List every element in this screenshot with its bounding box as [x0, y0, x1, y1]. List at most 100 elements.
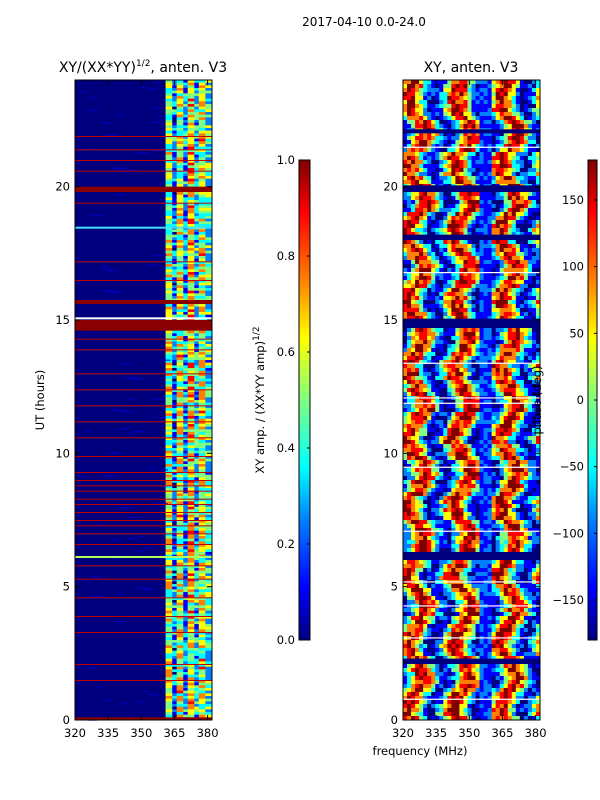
heatmap-cell	[172, 413, 177, 417]
heatmap-cell	[407, 220, 412, 225]
heatmap-cell	[475, 416, 480, 421]
heatmap-cell	[176, 277, 184, 281]
heatmap-cell	[527, 228, 533, 233]
heatmap-cell	[435, 248, 440, 253]
heatmap-cell	[527, 356, 533, 361]
heatmap-cell	[194, 648, 200, 651]
heatmap-cell	[535, 292, 541, 297]
heatmap-cell	[176, 168, 184, 171]
heatmap-cell	[447, 240, 452, 245]
heatmap-cell	[455, 336, 460, 341]
heatmap-cell	[187, 370, 195, 374]
heatmap-cell	[172, 533, 177, 537]
heatmap-cell	[176, 160, 184, 163]
heatmap-cell	[519, 80, 525, 85]
y-tick-label: 5	[63, 580, 70, 594]
heatmap-cell	[491, 140, 496, 145]
heatmap-cell	[419, 292, 424, 297]
heatmap-cell	[205, 165, 213, 169]
heatmap-cell	[198, 272, 206, 275]
heatmap-cell	[487, 264, 492, 269]
heatmap-cell	[176, 248, 184, 251]
heatmap-cell	[423, 104, 428, 109]
heatmap-cell	[176, 352, 184, 355]
heatmap-cell	[205, 602, 213, 606]
heatmap-cell	[435, 100, 440, 105]
heatmap-cell	[176, 93, 184, 97]
heatmap-cell	[198, 525, 206, 529]
heatmap-cell	[205, 341, 213, 345]
heatmap-cell	[451, 292, 456, 297]
heatmap-cell	[527, 280, 533, 285]
heatmap-cell	[499, 348, 505, 353]
heatmap-cell	[471, 332, 476, 337]
heatmap-cell	[499, 400, 505, 405]
heatmap-cell	[419, 124, 424, 129]
heatmap-cell	[455, 168, 460, 173]
heatmap-cell	[471, 344, 476, 349]
heatmap-cell	[198, 405, 206, 409]
heatmap-cell	[198, 146, 206, 150]
heatmap-cell	[194, 573, 200, 577]
heatmap-cell	[176, 272, 184, 275]
heatmap-cell	[503, 332, 509, 337]
heatmap-cell	[475, 136, 480, 141]
heatmap-cell	[176, 269, 184, 273]
heatmap-cell	[165, 597, 173, 601]
heatmap-cell	[205, 349, 213, 353]
heatmap-cell	[165, 557, 173, 561]
heatmap-cell	[176, 562, 184, 566]
heatmap-cell	[172, 653, 177, 657]
heatmap-cell	[475, 380, 480, 385]
heatmap-cell	[503, 84, 509, 89]
heatmap-cell	[507, 80, 513, 85]
heatmap-cell	[411, 292, 416, 297]
heatmap-cell	[511, 116, 517, 121]
heatmap-cell	[205, 621, 213, 625]
heatmap-cell	[423, 92, 428, 97]
heatmap-cell	[427, 372, 432, 377]
heatmap-cell	[459, 368, 464, 373]
heatmap-cell	[427, 180, 432, 185]
heatmap-cell	[467, 308, 472, 313]
heatmap-cell	[187, 624, 195, 627]
heatmap-cell	[487, 240, 492, 245]
heatmap-cell	[523, 296, 529, 301]
heatmap-cell	[527, 248, 533, 253]
heatmap-cell	[194, 432, 200, 435]
heatmap-cell	[519, 308, 525, 313]
heatmap-cell	[479, 388, 484, 393]
heatmap-cell	[431, 412, 436, 417]
heatmap-cell	[467, 340, 472, 345]
heatmap-cell	[487, 148, 492, 153]
heatmap-cell	[176, 154, 184, 158]
heatmap-cell	[463, 400, 468, 405]
heatmap-cell	[443, 368, 448, 373]
heatmap-cell	[435, 372, 440, 377]
heatmap-cell	[165, 360, 173, 363]
heatmap-cell	[407, 372, 412, 377]
heatmap-cell	[415, 380, 420, 385]
heatmap-cell	[172, 432, 177, 435]
heatmap-cell	[423, 164, 428, 169]
heatmap-cell	[423, 404, 428, 409]
heatmap-cell	[459, 80, 464, 85]
heatmap-cell	[527, 88, 533, 93]
heatmap-cell	[407, 192, 412, 197]
heatmap-cell	[419, 384, 424, 389]
heatmap-cell	[447, 80, 452, 85]
heatmap-cell	[415, 292, 420, 297]
heatmap-noise	[85, 148, 95, 150]
heatmap-cell	[423, 352, 428, 357]
heatmap-cell	[535, 392, 541, 397]
heatmap-cell	[507, 264, 513, 269]
heatmap-cell	[172, 688, 177, 691]
heatmap-cell	[205, 680, 213, 683]
heatmap-cell	[194, 442, 200, 446]
heatmap-cell	[194, 296, 200, 299]
heatmap-cell	[499, 124, 505, 129]
heatmap-cell	[451, 300, 456, 305]
heatmap-cell	[183, 397, 188, 401]
heatmap-cell	[455, 148, 460, 153]
heatmap-cell	[523, 368, 529, 373]
